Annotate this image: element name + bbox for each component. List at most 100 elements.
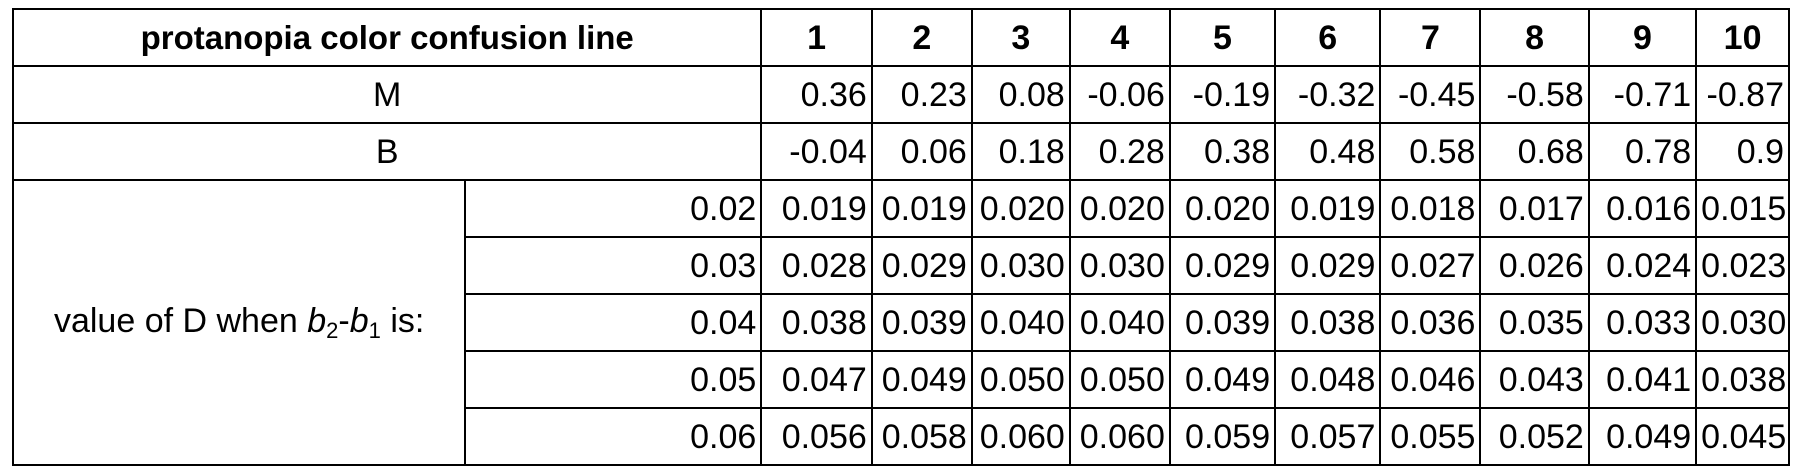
d-value: 0.015 (1695, 179, 1790, 238)
d-value: 0.035 (1479, 293, 1590, 352)
m-value: -0.87 (1695, 65, 1790, 124)
d-value: 0.045 (1695, 407, 1790, 466)
d-value: 0.060 (970, 407, 1071, 466)
m-value: -0.19 (1168, 65, 1277, 124)
d-value: 0.018 (1379, 179, 1482, 238)
d-value: 0.038 (1274, 293, 1382, 352)
m-label: M (11, 65, 763, 124)
m-value: -0.71 (1587, 65, 1698, 124)
d-value: 0.040 (1068, 293, 1171, 352)
m-value: -0.06 (1068, 65, 1171, 124)
d-label-b1: b (349, 301, 369, 340)
d-value: 0.041 (1587, 350, 1698, 409)
d-value: 0.052 (1479, 407, 1590, 466)
d-value: 0.038 (760, 293, 873, 352)
d-value: 0.060 (1068, 407, 1171, 466)
m-value: -0.58 (1479, 65, 1590, 124)
m-value: 0.36 (760, 65, 873, 124)
b-value: 0.18 (970, 122, 1071, 181)
b-label: B (11, 122, 763, 181)
d-value: 0.050 (1068, 350, 1171, 409)
d-value: 0.029 (1168, 236, 1277, 295)
m-value: 0.23 (870, 65, 973, 124)
d-label-dash: - (338, 301, 350, 340)
column-header: 4 (1068, 8, 1171, 67)
d-label: value of D when b2-b1 is: (11, 179, 467, 466)
b-value: 0.38 (1168, 122, 1277, 181)
b-diff-value: 0.03 (464, 236, 763, 295)
column-header: 1 (760, 8, 873, 67)
column-header: 10 (1695, 8, 1790, 67)
d-value: 0.029 (1274, 236, 1382, 295)
d-value: 0.020 (1168, 179, 1277, 238)
d-value: 0.057 (1274, 407, 1382, 466)
d-value: 0.024 (1587, 236, 1698, 295)
d-row: 0.06 0.056 0.058 0.060 0.060 0.059 0.057… (13, 407, 1790, 466)
d-value: 0.036 (1379, 293, 1482, 352)
d-row: value of D when b2-b1 is: 0.02 0.019 0.0… (11, 179, 1790, 466)
d-value: 0.049 (870, 350, 973, 409)
d-value: 0.047 (760, 350, 873, 409)
d-value: 0.059 (1168, 407, 1277, 466)
d-label-suffix: is: (380, 301, 425, 340)
d-value: 0.030 (1695, 293, 1790, 352)
d-value: 0.033 (1587, 293, 1698, 352)
m-value: -0.32 (1274, 65, 1382, 124)
d-row: 0.04 0.038 0.039 0.040 0.040 0.039 0.038… (13, 293, 1790, 352)
d-value: 0.043 (1479, 350, 1590, 409)
d-label-b2: b (307, 301, 327, 340)
b-row: B -0.04 0.06 0.18 0.28 0.38 0.48 0.58 0.… (11, 122, 1790, 181)
b-value: 0.9 (1695, 122, 1790, 181)
column-header: 5 (1168, 8, 1277, 67)
d-value: 0.046 (1379, 350, 1482, 409)
d-value: 0.030 (970, 236, 1071, 295)
d-value: 0.020 (970, 179, 1071, 238)
d-value: 0.019 (870, 179, 973, 238)
d-row: 0.03 0.028 0.029 0.030 0.030 0.029 0.029… (13, 236, 1790, 295)
b-diff-value: 0.02 (464, 179, 763, 238)
d-value: 0.017 (1479, 179, 1590, 238)
d-value: 0.019 (760, 179, 873, 238)
m-value: -0.45 (1379, 65, 1482, 124)
d-row: 0.05 0.047 0.049 0.050 0.050 0.049 0.048… (13, 350, 1790, 409)
d-value: 0.020 (1068, 179, 1171, 238)
d-value: 0.027 (1379, 236, 1482, 295)
b-diff-value: 0.04 (464, 293, 763, 352)
d-value: 0.050 (970, 350, 1071, 409)
d-value: 0.023 (1695, 236, 1790, 295)
d-label-b2-subscript: 2 (326, 317, 339, 343)
b-value: 0.68 (1479, 122, 1590, 181)
d-value: 0.056 (760, 407, 873, 466)
column-header: 9 (1587, 8, 1698, 67)
column-header: 2 (870, 8, 973, 67)
header-title: protanopia color confusion line (11, 8, 763, 67)
d-label-prefix: value of D when (53, 301, 308, 340)
b-value: 0.78 (1587, 122, 1698, 181)
d-value: 0.039 (870, 293, 973, 352)
m-value: 0.08 (970, 65, 1071, 124)
column-header: 3 (970, 8, 1071, 67)
b-diff-value: 0.05 (464, 350, 763, 409)
confusion-line-table: protanopia color confusion line 1 2 3 4 … (11, 8, 1790, 466)
column-header: 7 (1379, 8, 1482, 67)
d-value: 0.029 (870, 236, 973, 295)
b-value: -0.04 (760, 122, 873, 181)
b-value: 0.28 (1068, 122, 1171, 181)
d-value: 0.049 (1168, 350, 1277, 409)
b-value: 0.48 (1274, 122, 1382, 181)
d-value: 0.049 (1587, 407, 1698, 466)
d-value: 0.026 (1479, 236, 1590, 295)
column-header: 6 (1274, 8, 1382, 67)
d-value: 0.030 (1068, 236, 1171, 295)
d-value: 0.058 (870, 407, 973, 466)
b-value: 0.06 (870, 122, 973, 181)
m-row: M 0.36 0.23 0.08 -0.06 -0.19 -0.32 -0.45… (11, 65, 1790, 124)
b-value: 0.58 (1379, 122, 1482, 181)
d-value: 0.028 (760, 236, 873, 295)
d-value: 0.016 (1587, 179, 1698, 238)
d-value: 0.019 (1274, 179, 1382, 238)
d-value: 0.040 (970, 293, 1071, 352)
table-container: protanopia color confusion line 1 2 3 4 … (11, 8, 1790, 466)
d-value: 0.055 (1379, 407, 1482, 466)
column-header: 8 (1479, 8, 1590, 67)
